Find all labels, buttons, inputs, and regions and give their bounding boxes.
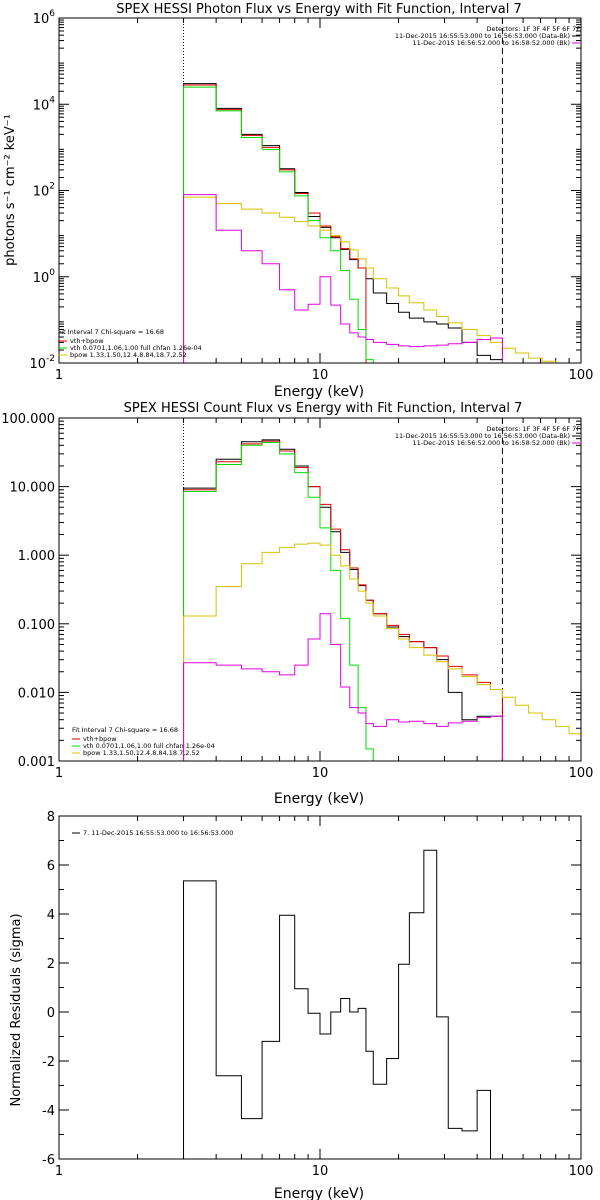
count-flux-y-tick-label: 0.010: [18, 686, 55, 701]
photon-flux-bk-interval: 11-Dec-2015 16:56:52.000 to 16:58:52.000…: [413, 39, 571, 47]
count-flux-plot-area: [58, 417, 582, 762]
photon-flux-legend-vth: vth 0.0701,1.06,1.00 full chfan 1.26e-04: [70, 344, 202, 352]
photon-flux-y-axis-label: photons s⁻¹ cm⁻² keV⁻¹: [3, 114, 18, 266]
count-flux-legend-fit: Fit Interval 7 Chi-square = 16.68: [72, 726, 178, 734]
photon-flux-ylabel: photons s⁻¹ cm⁻² keV⁻¹: [3, 114, 18, 266]
residuals-y-tick-label: 4: [47, 908, 55, 923]
count-flux-y-tick-label: 100.000: [1, 412, 55, 427]
residuals-ylabel: Normalized Residuals (sigma): [9, 913, 24, 1106]
photon-flux-frame: [58, 17, 582, 364]
residuals-plot-area: [58, 815, 582, 1160]
residuals-y-tick-label: -6: [42, 1153, 55, 1168]
count-flux-legend-vth: vth 0.0701,1.06,1.00 full chfan 1.26e-04: [83, 742, 215, 750]
photon-flux-panel: SPEX HESSI Photon Flux vs Energy with Fi…: [3, 2, 593, 400]
residuals-xlabel: Energy (keV): [274, 1186, 364, 1200]
count-flux-y-tick-label: 1.000: [18, 549, 55, 564]
count-flux-series-background: [183, 613, 503, 761]
residuals-legend-label: 7. 11-Dec-2015 16:55:53.000 to 16:56:53.…: [83, 829, 233, 837]
photon-flux-series-bpow: [183, 196, 557, 363]
count-flux-detectors: Detectors: 1F 3F 4F 5F 6F 7F: [486, 425, 580, 433]
photon-flux-xlabel: Energy (keV): [274, 384, 364, 400]
photon-flux-y-tick-label: 102: [33, 182, 55, 200]
residuals-y-axis-label: Normalized Residuals (sigma): [9, 913, 24, 1106]
residuals-series-residuals: [183, 849, 491, 1159]
residuals-x-tick-label: 10: [312, 1164, 329, 1179]
count-flux-y-tick-label: 10.000: [10, 481, 56, 496]
photon-flux-legend-bpow: bpow 1.33,1.50,12.4,8.84,18.7,2.52: [70, 351, 187, 359]
count-flux-series-bpow: [183, 542, 581, 761]
residuals-x-tick-label: 100: [569, 1164, 594, 1179]
count-flux-x-tick-label: 10: [312, 766, 329, 781]
photon-flux-y-tick-label: 100: [33, 268, 56, 286]
count-flux-series-vth_plus_bpow: [183, 440, 503, 761]
photon-flux-series-background: [183, 194, 503, 363]
residuals-legend: 7. 11-Dec-2015 16:55:53.000 to 16:56:53.…: [72, 829, 233, 837]
photon-flux-detectors: Detectors: 1F 3F 4F 5F 6F 7F: [486, 25, 580, 33]
count-flux-y-tick-label: 0.001: [18, 755, 55, 770]
photon-flux-ticks: 1 10 100 10-2 100 102 104 106: [29, 9, 593, 383]
count-flux-xlabel: Energy (keV): [274, 791, 364, 807]
count-flux-frame: [58, 417, 582, 762]
photon-flux-x-tick-label: 1: [55, 368, 63, 383]
count-flux-legend-bpow: bpow 1.33,1.50,12.4,8.84,18.7,2.52: [83, 749, 200, 757]
count-flux-data-interval: 11-Dec-2015 16:55:53.000 to 16:56:53.000…: [395, 432, 570, 440]
count-flux-header: Detectors: 1F 3F 4F 5F 6F 7F 11-Dec-2015…: [395, 425, 580, 447]
photon-flux-plot-area: [58, 17, 582, 364]
count-flux-ticks: 1 10 100 0.001 0.010 0.100 1.000 10.000 100.000: [1, 412, 593, 781]
residuals-y-tick-label: -2: [42, 1055, 55, 1070]
photon-flux-title: SPEX HESSI Photon Flux vs Energy with Fi…: [116, 2, 522, 17]
photon-flux-y-tick-label: 10-2: [29, 354, 55, 372]
count-flux-legend-vth-bpow: vth+bpow: [83, 735, 117, 743]
residuals-x-tick-label: 1: [55, 1164, 63, 1179]
photon-flux-x-tick-label: 100: [569, 368, 594, 383]
photon-flux-y-tick-label: 106: [33, 9, 56, 27]
count-flux-y-tick-label: 0.100: [18, 618, 55, 633]
photon-flux-data-interval: 11-Dec-2015 16:55:53.000 to 16:56:53.000…: [395, 32, 570, 40]
photon-flux-header: Detectors: 1F 3F 4F 5F 6F 7F 11-Dec-2015…: [395, 25, 580, 47]
residuals-frame: [58, 815, 582, 1160]
photon-flux-legend-fit: Fit Interval 7 Chi-square = 16.68: [58, 328, 164, 336]
photon-flux-x-tick-label: 10: [312, 368, 329, 383]
photon-flux-legend: Fit Interval 7 Chi-square = 16.68 vth+bp…: [58, 328, 202, 359]
residuals-y-tick-label: 6: [47, 859, 55, 874]
photon-flux-legend-vth-bpow: vth+bpow: [70, 337, 104, 345]
residuals-y-tick-label: -4: [42, 1104, 55, 1119]
residuals-y-tick-label: 2: [47, 957, 55, 972]
count-flux-legend: Fit Interval 7 Chi-square = 16.68 vth+bp…: [72, 726, 215, 757]
count-flux-x-tick-label: 100: [569, 766, 594, 781]
residuals-y-tick-label: 8: [47, 810, 55, 825]
residuals-panel: 1 10 100 -6 -4 -2 0 2 4 6 8 Normalized Residuals (…: [9, 810, 593, 1200]
count-flux-x-tick-label: 1: [55, 766, 63, 781]
photon-flux-y-tick-label: 104: [33, 95, 56, 113]
residuals-y-tick-label: 0: [47, 1006, 55, 1021]
count-flux-title: SPEX HESSI Count Flux vs Energy with Fit…: [124, 401, 523, 416]
count-flux-bk-interval: 11-Dec-2015 16:56:52.000 to 16:58:52.000…: [413, 439, 571, 447]
count-flux-panel: SPEX HESSI Count Flux vs Energy with Fit…: [1, 401, 593, 807]
